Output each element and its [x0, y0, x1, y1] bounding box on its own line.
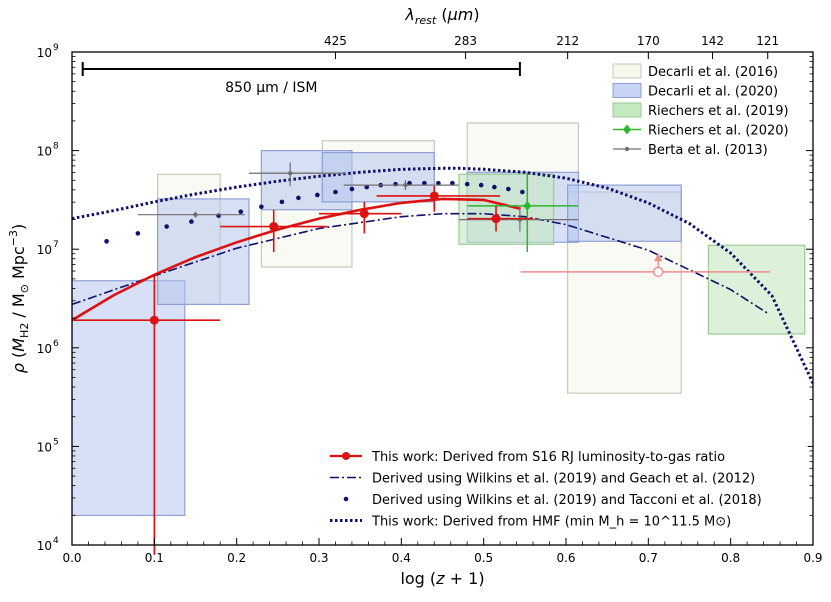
legend-label-wt: Derived using Wilkins et al. (2019) and … [372, 493, 762, 508]
wilkins-tacconi-point [259, 204, 264, 210]
wilkins-tacconi-point [104, 239, 109, 244]
wilkins-geach-curve [72, 212, 769, 314]
legend-swatch-decarli2020 [612, 83, 642, 98]
x-tick-label: 0.7 [639, 551, 658, 565]
wilkins-tacconi-point [135, 231, 141, 236]
top-tick-label: 425 [324, 34, 347, 48]
legend-marker-wilkins-tacconi [343, 496, 349, 502]
wilkins-tacconi-point [436, 180, 441, 186]
legend-marker-riechers2020 [623, 124, 631, 135]
legend-top-right: Decarli et al. (2016) Decarli et al. (202… [606, 60, 806, 170]
wilkins-tacconi-point [349, 186, 355, 192]
wilkins-tacconi-point [189, 219, 194, 224]
x-tick-label: 0.0 [62, 551, 81, 565]
curves-layer [72, 166, 813, 384]
y-tick-label: 10 [37, 440, 52, 454]
this-work-point-0-marker [149, 315, 159, 325]
wilkins-tacconi-point [422, 180, 427, 186]
x-tick-label: 0.6 [556, 551, 575, 565]
legend-label-r20: Riechers et al. (2020) [648, 124, 789, 139]
y-tick-label: 10 [37, 243, 52, 257]
legend-label-hmf: This work: Derived from HMF (min M_h = 1… [371, 515, 731, 530]
x-tick-label: 0.9 [803, 551, 822, 565]
wilkins-tacconi-point [506, 186, 511, 192]
y-tick-label: 10 [37, 145, 52, 159]
legend-marker-this-work [342, 452, 350, 460]
wilkins-tacconi-point [450, 180, 455, 186]
this-work-point-2-marker [359, 209, 369, 219]
legend-label-tw: This work: Derived from S16 RJ luminosit… [371, 450, 725, 465]
y-tick-label: 10 [37, 342, 52, 356]
y-tick-label: 10 [37, 539, 52, 553]
annotation-850um: 850 μm / ISM [81, 62, 521, 96]
wilkins-tacconi-point [492, 184, 497, 190]
this-work-point-4-marker [491, 214, 501, 224]
y-tick-label: 10 [37, 46, 52, 60]
legend-marker-berta2013 [624, 146, 630, 152]
legend-swatch-decarli2016 [612, 63, 642, 79]
top-tick-label: 170 [637, 34, 660, 48]
x-axis-title: log (z + 1) [400, 569, 484, 588]
this-work-curve [72, 197, 522, 322]
x-tick-label: 0.5 [474, 551, 493, 565]
x-tick-label: 0.4 [392, 551, 411, 565]
wilkins-tacconi-point [238, 209, 244, 215]
axes-layer: 0.0 0.1 0.2 0.3 0.4 0.5 0.6 0.7 0.8 0.910 410 510 61… [37, 34, 823, 565]
annotation-label: 850 μm / ISM [225, 80, 317, 96]
top-tick-label: 121 [756, 34, 779, 48]
riechers2020-marker [523, 200, 532, 211]
legend-label-wg: Derived using Wilkins et al. (2019) and … [372, 472, 755, 487]
wilkins-tacconi-point [296, 195, 301, 201]
wilkins-tacconi-point [393, 181, 398, 187]
wilkins-tacconi-point [315, 192, 320, 198]
berta2013-point-1-marker [287, 171, 293, 176]
wilkins-tacconi-point [364, 184, 370, 190]
x-tick-label: 0.1 [145, 551, 164, 565]
legend-swatch-riechers2019 [612, 102, 642, 118]
wilkins-tacconi-point [279, 199, 285, 205]
y-tick-exponent: 9 [53, 43, 59, 53]
y-tick-exponent: 7 [53, 240, 59, 250]
y-tick-exponent: 8 [53, 142, 59, 152]
y-tick-exponent: 6 [53, 339, 59, 349]
top-tick-label: 283 [454, 34, 477, 48]
y-tick-exponent: 5 [53, 437, 59, 447]
plot-frame [71, 51, 814, 546]
legend-label-d16: Decarli et al. (2016) [648, 65, 778, 80]
top-tick-label: 212 [556, 34, 579, 48]
y-tick-exponent: 4 [53, 536, 59, 546]
riechers2019-box-1 [707, 244, 806, 335]
wilkins-tacconi-point [216, 213, 221, 218]
this-work-point-3-marker [429, 191, 439, 201]
legend-label-d20: Decarli et al. (2020) [648, 85, 778, 100]
legend-label-r19: Riechers et al. (2019) [648, 104, 789, 119]
decarli2020-box-5 [567, 184, 682, 242]
lower-limit-marker [653, 266, 664, 278]
decarli2020-box-3 [321, 151, 435, 203]
top-tick-label: 142 [701, 34, 724, 48]
wilkins-tacconi-point [333, 189, 338, 195]
y-axis-title: ρ (MH2 / M⊙ Mpc−3) [7, 224, 31, 373]
top-axis-title: λrest (μm) [404, 5, 479, 27]
wilkins-tacconi-point [478, 182, 484, 188]
riechers2019-box-0 [458, 173, 555, 245]
legend-label-berta: Berta et al. (2013) [648, 143, 768, 158]
x-tick-label: 0.3 [309, 551, 328, 565]
lower-limit-arrowhead [654, 253, 663, 262]
berta2013-point-0-marker [193, 212, 198, 217]
this-work-point-1-marker [269, 222, 279, 232]
legend-bottom-right: This work: Derived from S16 RJ luminosit… [324, 440, 808, 538]
wilkins-tacconi-point [464, 181, 470, 187]
points-layer [72, 162, 771, 555]
decarli2020-box-0 [72, 280, 186, 517]
x-tick-label: 0.8 [721, 551, 740, 565]
berta2013-point-2-marker [403, 182, 408, 188]
decarli2020-box-1 [157, 198, 250, 306]
wilkins-tacconi-point [520, 189, 525, 195]
legend-bottom-frame [324, 440, 808, 538]
x-tick-label: 0.2 [227, 551, 246, 565]
wilkins-tacconi-point [164, 224, 169, 229]
wilkins-tacconi-point [407, 180, 412, 186]
